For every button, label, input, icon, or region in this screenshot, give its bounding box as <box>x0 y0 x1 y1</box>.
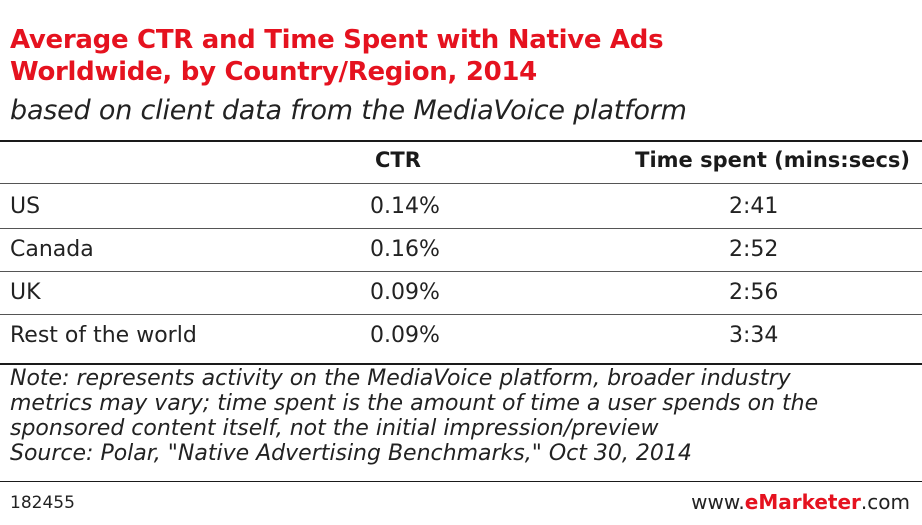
brand-name: eMarketer <box>744 490 861 514</box>
chart-id: 182455 <box>10 493 75 513</box>
row-divider <box>0 271 922 272</box>
source-line: Source: Polar, "Native Advertising Bench… <box>10 441 692 466</box>
header-rule <box>0 183 922 184</box>
brand-suffix: .com <box>860 490 910 514</box>
row-divider <box>0 314 922 315</box>
chart-title: Average CTR and Time Spent with Native A… <box>10 24 910 88</box>
top-rule <box>0 140 922 142</box>
column-header-time: Time spent (mins:secs) <box>635 148 910 172</box>
note-line-3: sponsored content itself, not the initia… <box>10 416 659 441</box>
title-line-2: Worldwide, by Country/Region, 2014 <box>10 57 537 87</box>
title-line-1: Average CTR and Time Spent with Native A… <box>10 25 664 55</box>
row-divider <box>0 228 922 229</box>
ctr-value: 0.16% <box>370 237 440 262</box>
row-label: Canada <box>10 237 94 262</box>
row-label: US <box>10 194 41 219</box>
ctr-value: 0.09% <box>370 280 440 305</box>
chart-subtitle: based on client data from the MediaVoice… <box>10 95 687 126</box>
footer-rule <box>0 481 922 482</box>
brand-prefix: www. <box>691 490 745 514</box>
time-value: 2:56 <box>729 280 779 305</box>
time-value: 3:34 <box>729 323 779 348</box>
column-header-ctr: CTR <box>375 148 421 172</box>
notes-block: Note: represents activity on the MediaVo… <box>10 366 915 466</box>
row-label: Rest of the world <box>10 323 197 348</box>
brand-logo: www.eMarketer.com <box>691 490 910 514</box>
ctr-value: 0.14% <box>370 194 440 219</box>
row-label: UK <box>10 280 41 305</box>
time-value: 2:52 <box>729 237 779 262</box>
note-line-1: Note: represents activity on the MediaVo… <box>10 366 791 391</box>
note-line-2: metrics may vary; time spent is the amou… <box>10 391 819 416</box>
bottom-rule <box>0 363 922 365</box>
ctr-value: 0.09% <box>370 323 440 348</box>
time-value: 2:41 <box>729 194 779 219</box>
